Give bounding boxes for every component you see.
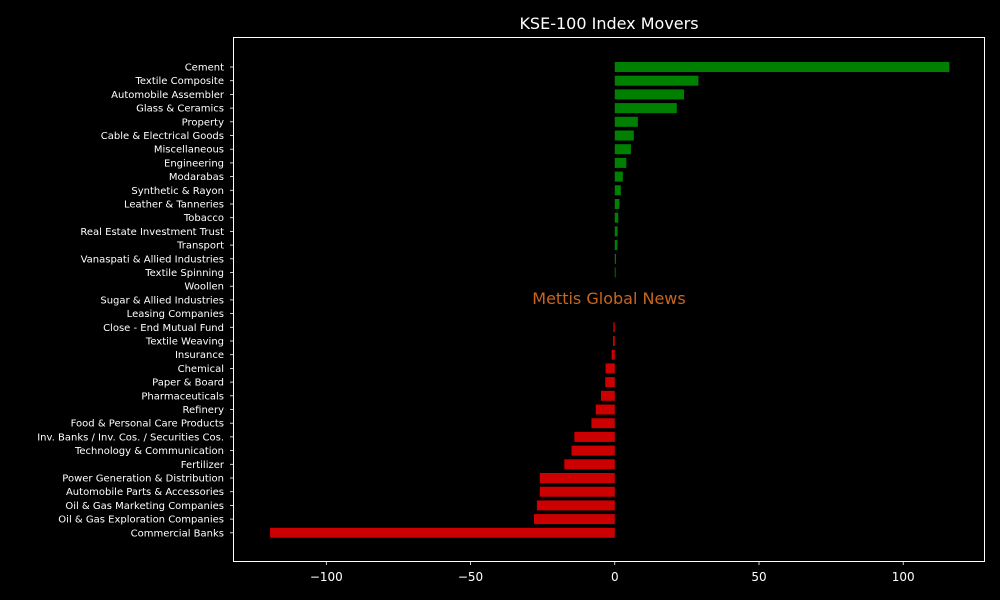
bar	[614, 62, 950, 72]
bar	[614, 171, 623, 182]
bar	[614, 253, 616, 264]
bar	[571, 445, 615, 456]
bar	[574, 431, 615, 442]
category-label: Sugar & Allied Industries	[100, 295, 224, 306]
category-label: Transport	[176, 241, 224, 252]
category-label: Glass & Ceramics	[136, 104, 224, 115]
bar	[595, 404, 615, 415]
category-label: Tobacco	[183, 213, 224, 224]
x-axis: −100 −50 0 50 100	[310, 561, 915, 584]
category-label: Commercial Banks	[131, 528, 224, 539]
bar	[614, 212, 619, 223]
category-label: Insurance	[175, 350, 224, 361]
bar	[564, 459, 615, 470]
category-label: Paper & Board	[152, 378, 224, 389]
category-label: Automobile Assembler	[111, 90, 225, 101]
category-label: Synthetic & Rayon	[131, 186, 224, 197]
bar	[534, 514, 615, 525]
bar	[614, 103, 677, 114]
category-label: Inv. Banks / Inv. Cos. / Securities Cos.	[37, 432, 224, 443]
chart-title: KSE-100 Index Movers	[519, 14, 698, 33]
category-label: Cable & Electrical Goods	[101, 131, 224, 142]
bar	[613, 336, 615, 346]
category-label: Oil & Gas Exploration Companies	[58, 515, 224, 526]
bar	[539, 473, 615, 483]
category-labels-group: Cement Textile Composite Automobile Assemb…	[37, 63, 234, 539]
category-label: Oil & Gas Marketing Companies	[65, 501, 224, 512]
bar	[614, 157, 627, 168]
category-label: Refinery	[183, 405, 225, 416]
bar	[614, 226, 618, 237]
category-label: Textile Composite	[135, 76, 224, 87]
x-tick-label: 0	[611, 570, 619, 584]
bar	[539, 486, 615, 497]
bar	[614, 267, 616, 278]
bar	[611, 349, 615, 360]
x-tick-label: 50	[751, 570, 766, 584]
category-label: Power Generation & Distribution	[62, 474, 224, 485]
category-label: Fertilizer	[181, 460, 225, 471]
category-label: Food & Personal Care Products	[71, 419, 224, 430]
bars-group	[270, 62, 950, 538]
category-label: Close - End Mutual Fund	[103, 323, 224, 334]
category-label: Chemical	[178, 364, 224, 375]
category-label: Vanaspati & Allied Industries	[81, 254, 224, 265]
bar	[613, 322, 615, 333]
category-label: Woollen	[184, 282, 224, 293]
category-label: Modarabas	[169, 172, 224, 183]
category-label: Real Estate Investment Trust	[80, 227, 224, 238]
category-label: Pharmaceuticals	[141, 391, 224, 402]
category-label: Textile Spinning	[144, 268, 224, 279]
category-label: Textile Weaving	[145, 337, 224, 348]
x-tick-label: −100	[310, 570, 343, 584]
x-tick-label: −50	[458, 570, 483, 584]
category-label: Technology & Communication	[74, 446, 224, 457]
category-label: Leasing Companies	[127, 309, 224, 320]
bar	[600, 390, 615, 401]
category-label: Engineering	[164, 158, 224, 169]
bar	[614, 185, 621, 196]
bar	[591, 418, 615, 429]
bar	[614, 116, 638, 127]
bar	[614, 75, 699, 86]
category-label: Leather & Tanneries	[124, 200, 224, 211]
x-tick-label: 100	[892, 570, 915, 584]
bar	[614, 89, 684, 100]
bar	[536, 500, 615, 511]
watermark: Mettis Global News	[532, 289, 685, 308]
bar	[614, 144, 631, 155]
bar	[614, 130, 634, 141]
category-label: Property	[182, 117, 224, 128]
category-label: Cement	[185, 63, 224, 74]
bar	[605, 377, 615, 388]
bar	[605, 363, 615, 374]
category-label: Automobile Parts & Accessories	[66, 487, 224, 498]
bar	[614, 199, 620, 209]
bar	[270, 527, 615, 538]
bar	[614, 240, 618, 251]
category-label: Miscellaneous	[154, 145, 224, 156]
